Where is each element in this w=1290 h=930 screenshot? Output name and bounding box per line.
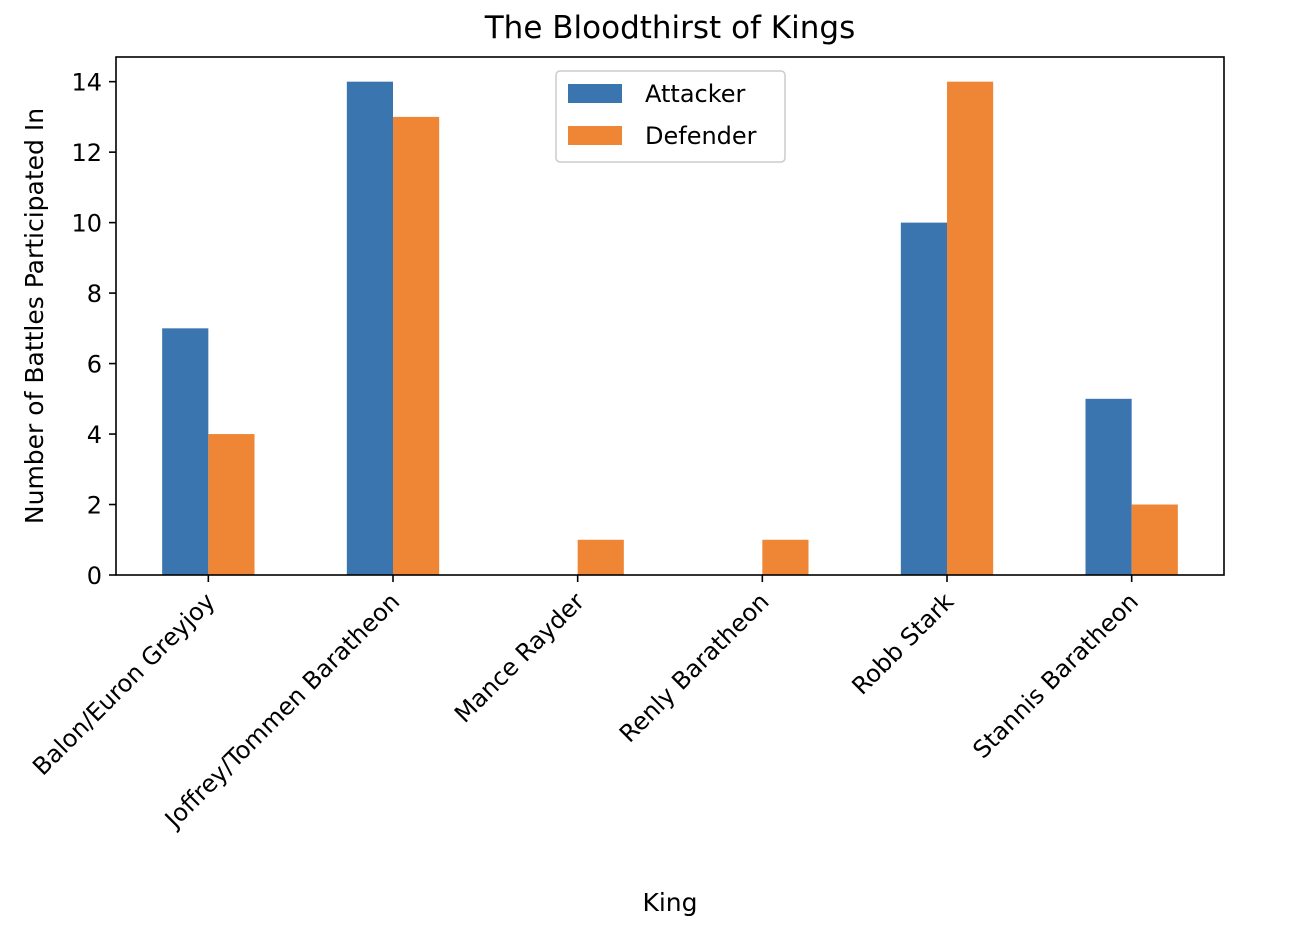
bar-attacker-5	[1085, 398, 1132, 575]
bar-defender-2	[577, 539, 624, 575]
bar-attacker-1	[346, 81, 393, 576]
x-axis-label: King	[642, 888, 697, 917]
x-tick-label: Renly Baratheon	[614, 587, 775, 748]
bar-defender-1	[393, 116, 440, 576]
y-tick-label: 12	[71, 139, 102, 167]
bar-attacker-4	[900, 222, 947, 575]
bar-defender-4	[947, 81, 994, 576]
y-tick-label: 4	[87, 421, 102, 449]
y-tick-label: 2	[87, 492, 102, 520]
x-tick-label: Stannis Baratheon	[967, 587, 1144, 764]
bars-layer	[162, 81, 1178, 576]
y-tick-label: 14	[71, 69, 102, 97]
x-tick-label: Mance Rayder	[449, 587, 590, 728]
legend-swatch-defender	[568, 126, 622, 145]
plot-frame	[115, 56, 1225, 576]
legend-swatch-attacker	[568, 84, 622, 103]
x-tick-label: Robb Stark	[846, 587, 959, 700]
legend: Attacker Defender	[555, 70, 786, 163]
y-tick-label: 6	[87, 351, 102, 379]
y-tick-label: 10	[71, 210, 102, 238]
y-tick-label: 0	[87, 562, 102, 590]
bar-defender-0	[208, 434, 255, 575]
chart-title: The Bloodthirst of Kings	[484, 10, 855, 46]
y-tick-label: 8	[87, 280, 102, 308]
bar-defender-3	[762, 539, 809, 575]
legend-label-attacker: Attacker	[645, 80, 746, 108]
y-axis-label: Number of Battles Participated In	[20, 108, 49, 524]
legend-label-defender: Defender	[645, 122, 757, 150]
bar-attacker-0	[162, 328, 209, 575]
bar-defender-5	[1131, 504, 1178, 575]
x-tick-label: Balon/Euron Greyjoy	[27, 587, 220, 780]
